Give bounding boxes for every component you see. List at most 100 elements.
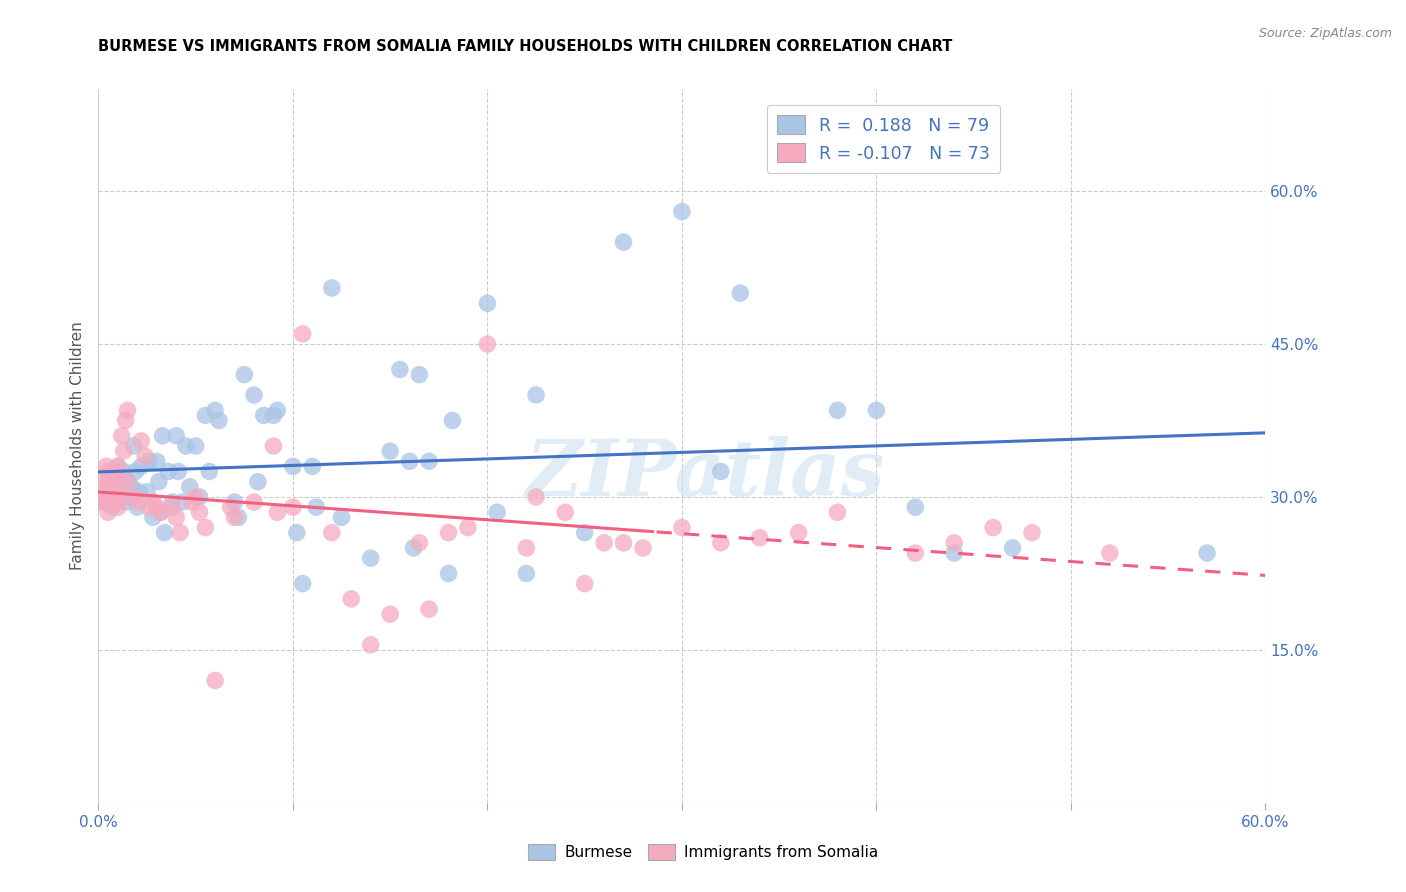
Point (91, 484, 114, 499)
Point (457, 520, 479, 534)
Point (107, 459, 129, 474)
Point (262, 439, 284, 453)
Point (418, 602, 440, 616)
Point (524, 388, 547, 402)
Point (330, 510, 353, 524)
Point (112, 444, 135, 458)
Point (943, 546, 966, 560)
Legend: R =  0.188   N = 79, R = -0.107   N = 73: R = 0.188 N = 79, R = -0.107 N = 73 (766, 105, 1000, 173)
Point (360, 551, 382, 566)
Point (117, 475, 139, 489)
Point (266, 505, 288, 519)
Point (219, 500, 242, 515)
Point (378, 444, 402, 458)
Text: BURMESE VS IMMIGRANTS FROM SOMALIA FAMILY HOUSEHOLDS WITH CHILDREN CORRELATION C: BURMESE VS IMMIGRANTS FROM SOMALIA FAMIL… (98, 38, 953, 54)
Point (114, 413, 136, 427)
Point (671, 204, 693, 219)
Point (153, 525, 176, 540)
Point (138, 500, 160, 515)
Point (574, 525, 596, 540)
Point (208, 413, 231, 427)
Point (827, 403, 849, 417)
Point (477, 296, 499, 310)
Point (165, 429, 187, 443)
Point (107, 495, 129, 509)
Point (97, 495, 120, 509)
Point (103, 495, 125, 509)
Point (180, 495, 202, 509)
Point (243, 495, 266, 509)
Point (515, 566, 537, 581)
Point (114, 495, 136, 509)
Point (224, 495, 246, 509)
Point (441, 413, 464, 427)
Point (613, 235, 636, 249)
Point (96, 459, 118, 474)
Point (149, 505, 172, 519)
Point (402, 541, 425, 555)
Text: Source: ZipAtlas.com: Source: ZipAtlas.com (1258, 27, 1392, 40)
Point (107, 469, 129, 483)
Point (398, 454, 420, 468)
Point (388, 362, 411, 376)
Point (224, 510, 246, 524)
Point (184, 439, 207, 453)
Point (281, 500, 304, 515)
Point (124, 465, 146, 479)
Point (122, 439, 145, 453)
Point (437, 566, 460, 581)
Point (107, 459, 129, 474)
Point (188, 505, 211, 519)
Point (118, 490, 141, 504)
Point (142, 495, 165, 509)
Point (162, 500, 184, 515)
Point (408, 368, 430, 382)
Point (1021, 525, 1043, 540)
Point (198, 465, 221, 479)
Point (360, 638, 382, 652)
Point (117, 403, 139, 417)
Point (129, 434, 152, 448)
Point (748, 531, 770, 545)
Point (204, 673, 226, 688)
Point (97, 480, 120, 494)
Point (179, 480, 201, 494)
Point (378, 607, 402, 622)
Point (524, 490, 547, 504)
Point (103, 480, 125, 494)
Point (127, 500, 149, 515)
Point (194, 520, 217, 534)
Point (148, 475, 170, 489)
Point (631, 541, 654, 555)
Point (184, 490, 207, 504)
Point (228, 510, 250, 524)
Point (1001, 541, 1024, 555)
Point (112, 465, 135, 479)
Point (613, 536, 636, 550)
Point (134, 449, 156, 463)
Point (93, 469, 115, 483)
Point (188, 490, 211, 504)
Point (89, 495, 111, 509)
Point (943, 536, 966, 550)
Point (233, 368, 256, 382)
Point (162, 495, 184, 509)
Point (515, 541, 537, 555)
Point (477, 337, 499, 351)
Point (174, 439, 197, 453)
Point (157, 465, 180, 479)
Point (107, 490, 129, 504)
Point (321, 525, 343, 540)
Point (243, 388, 266, 402)
Point (408, 536, 430, 550)
Point (97, 465, 120, 479)
Point (97, 505, 120, 519)
Point (266, 403, 288, 417)
Point (340, 591, 363, 606)
Point (291, 576, 314, 591)
Point (121, 480, 143, 494)
Point (321, 281, 343, 295)
Point (104, 484, 127, 499)
Y-axis label: Family Households with Children: Family Households with Children (69, 322, 84, 570)
Point (301, 459, 323, 474)
